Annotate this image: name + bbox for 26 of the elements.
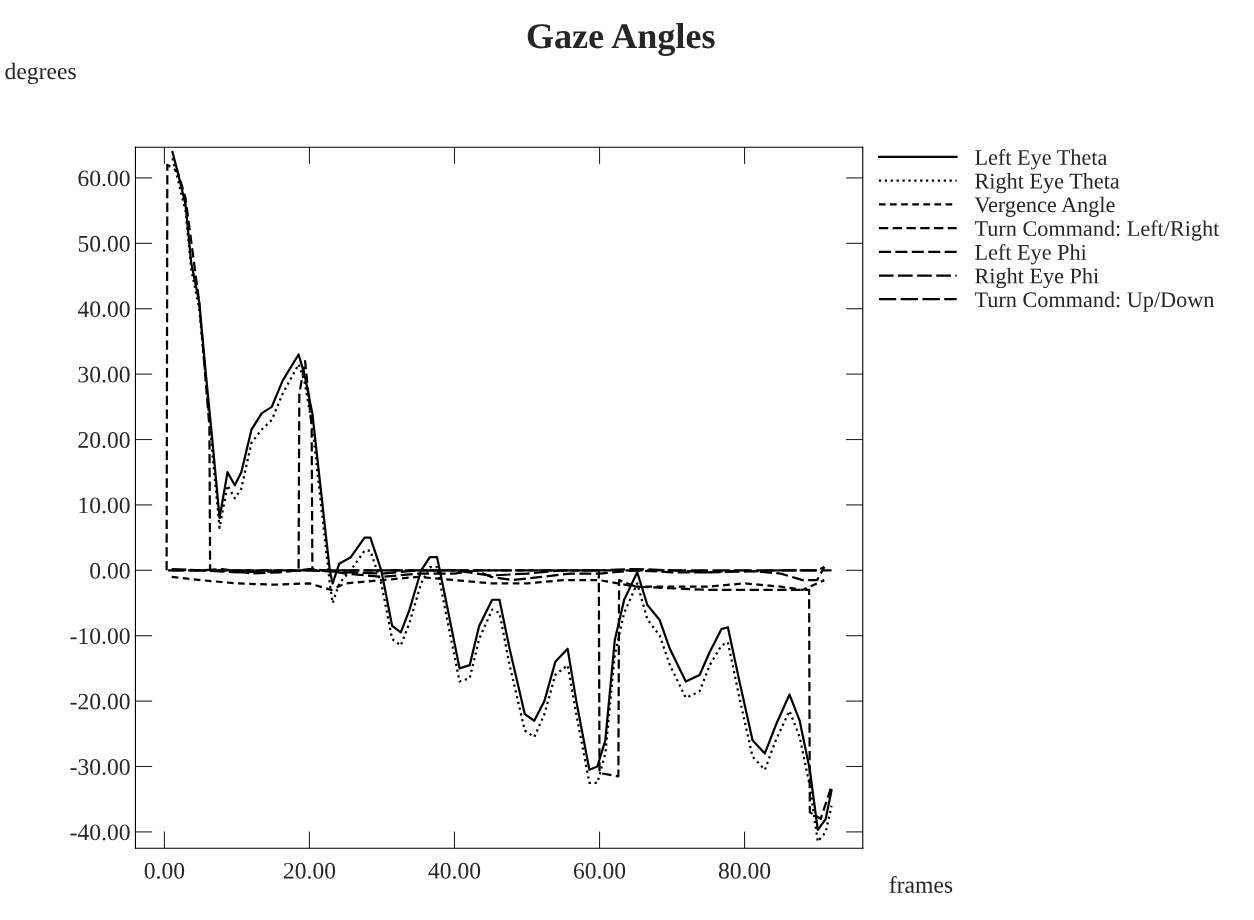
y-tick-label: 60.00 — [78, 170, 130, 187]
legend-label: Turn Command: Up/Down — [974, 291, 1215, 312]
y-tick-label: 10.00 — [79, 497, 130, 514]
y-tick-label: 30.00 — [78, 366, 130, 383]
chart-title: Gaze Angles — [527, 23, 715, 57]
x-axis-title: frames — [889, 876, 953, 893]
legend-label: Left Eye Phi — [975, 244, 1087, 265]
x-tick-label: 60.00 — [573, 862, 626, 879]
y-tick-label: -20.00 — [70, 693, 130, 710]
x-tick-label: 20.00 — [283, 862, 336, 879]
y-axis-title: degrees — [5, 62, 76, 85]
x-tick-label: 80.00 — [718, 862, 771, 879]
y-tick-label: -10.00 — [70, 628, 130, 645]
y-tick-label: -30.00 — [70, 758, 130, 776]
y-tick-label: -40.00 — [70, 824, 130, 841]
legend-label: Right Eye Phi — [975, 267, 1099, 289]
legend-label: Left Eye Theta — [975, 149, 1108, 170]
legend-label: Vergence Angle — [974, 196, 1115, 217]
legend-label: Right Eye Theta — [975, 172, 1120, 194]
y-tick-label: 40.00 — [77, 301, 130, 318]
x-tick-label: 0.00 — [144, 862, 185, 879]
y-tick-label: 0.00 — [90, 562, 130, 579]
y-tick-label: 50.00 — [78, 235, 130, 252]
legend-label: Turn Command: Left/Right — [974, 220, 1220, 241]
x-tick-label: 40.00 — [428, 862, 481, 879]
y-tick-label: 20.00 — [78, 432, 130, 449]
